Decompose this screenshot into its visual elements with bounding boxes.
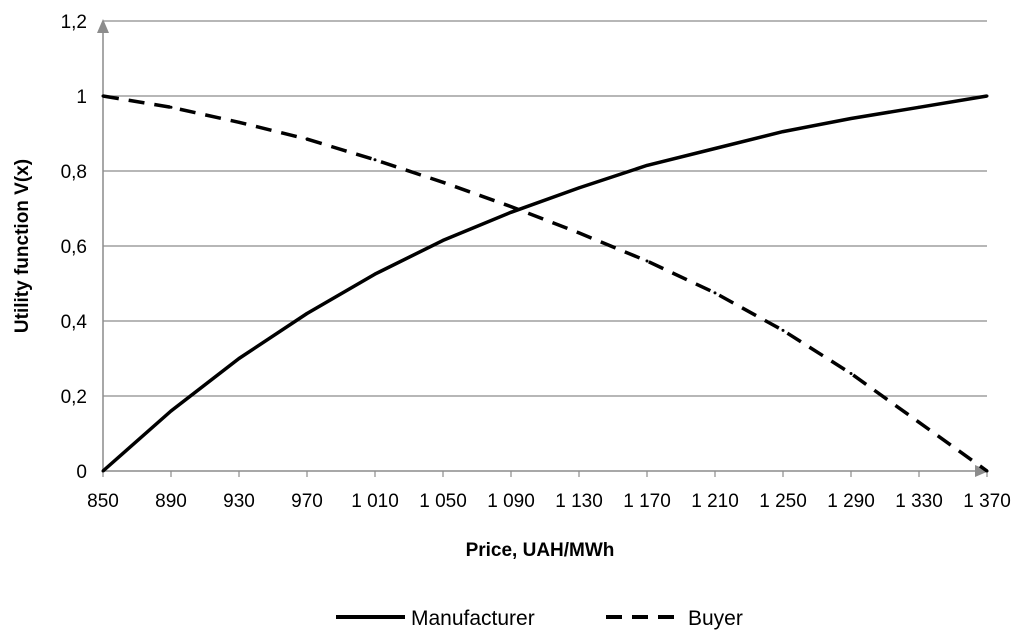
x-tick-label: 1 290 [827, 491, 875, 512]
data-point-manufacturer [373, 272, 377, 276]
data-point-manufacturer [101, 469, 105, 473]
data-point-manufacturer [985, 94, 989, 98]
data-point-manufacturer [237, 357, 241, 360]
y-tick-label: 0 [76, 462, 87, 483]
data-point-buyer [509, 205, 513, 209]
data-point-manufacturer [645, 163, 649, 167]
data-point-buyer [917, 420, 921, 424]
data-point-buyer [645, 259, 649, 263]
data-point-manufacturer [577, 186, 581, 190]
data-point-buyer [577, 231, 581, 235]
data-point-buyer [781, 328, 785, 332]
data-point-buyer [237, 120, 241, 124]
x-tick-labels: 850 890 930 970 1 010 1 050 1 090 1 130 1 170 1 2… [87, 491, 1011, 512]
x-tick-label: 1 330 [895, 491, 943, 512]
data-point-manufacturer [441, 238, 445, 242]
legend-label-buyer: Buyer [688, 607, 743, 630]
x-tick-label: 1 090 [487, 491, 535, 512]
data-point-manufacturer [781, 130, 785, 134]
x-tick-label: 1 050 [419, 491, 467, 512]
x-tick-label: 1 170 [623, 491, 671, 512]
data-point-buyer [169, 105, 173, 109]
axes [97, 19, 989, 477]
data-point-buyer [305, 137, 309, 141]
y-tick-label: 0,2 [61, 387, 87, 408]
y-tick-label: 0,6 [61, 237, 87, 258]
data-point-manufacturer [305, 312, 309, 315]
x-tick-label: 1 370 [963, 491, 1011, 512]
x-tick-label: 890 [155, 491, 187, 512]
x-axis-title: Price, UAH/MWh [466, 540, 615, 561]
data-point-manufacturer [169, 409, 173, 413]
x-tick-label: 850 [87, 491, 119, 512]
legend-label-manufacturer: Manufacturer [411, 607, 535, 630]
y-tick-label: 1 [76, 87, 87, 108]
data-point-buyer [713, 291, 717, 295]
x-axis-arrow [975, 465, 989, 477]
y-axis-arrow [97, 19, 109, 33]
x-tick-label: 1 010 [351, 491, 399, 512]
y-tick-label: 0,8 [61, 162, 87, 183]
data-point-manufacturer [509, 210, 513, 214]
data-point-buyer [101, 94, 105, 98]
legend: Manufacturer Buyer [336, 607, 743, 630]
gridlines [103, 20, 987, 397]
x-tick-label: 930 [223, 491, 255, 512]
y-tick-labels: 0 0,2 0,4 0,6 0,8 1 1,2 [61, 12, 88, 483]
data-point-manufacturer [917, 105, 921, 109]
series-layer [101, 94, 989, 473]
data-point-manufacturer [849, 117, 853, 120]
y-tick-label: 0,4 [61, 312, 88, 333]
x-tick-label: 970 [291, 491, 323, 512]
x-tick-label: 1 130 [555, 491, 603, 512]
data-point-buyer [985, 469, 989, 473]
y-axis-title: Utility function V(x) [12, 159, 33, 333]
x-tick-label: 1 210 [691, 491, 739, 512]
data-point-manufacturer [713, 147, 717, 150]
data-point-buyer [373, 158, 377, 162]
data-point-buyer [441, 180, 445, 184]
x-tick-label: 1 250 [759, 491, 807, 512]
series-line-manufacturer [101, 94, 988, 473]
series-line-buyer [102, 94, 989, 473]
data-point-buyer [849, 372, 853, 375]
y-tick-label: 1,2 [61, 12, 87, 33]
